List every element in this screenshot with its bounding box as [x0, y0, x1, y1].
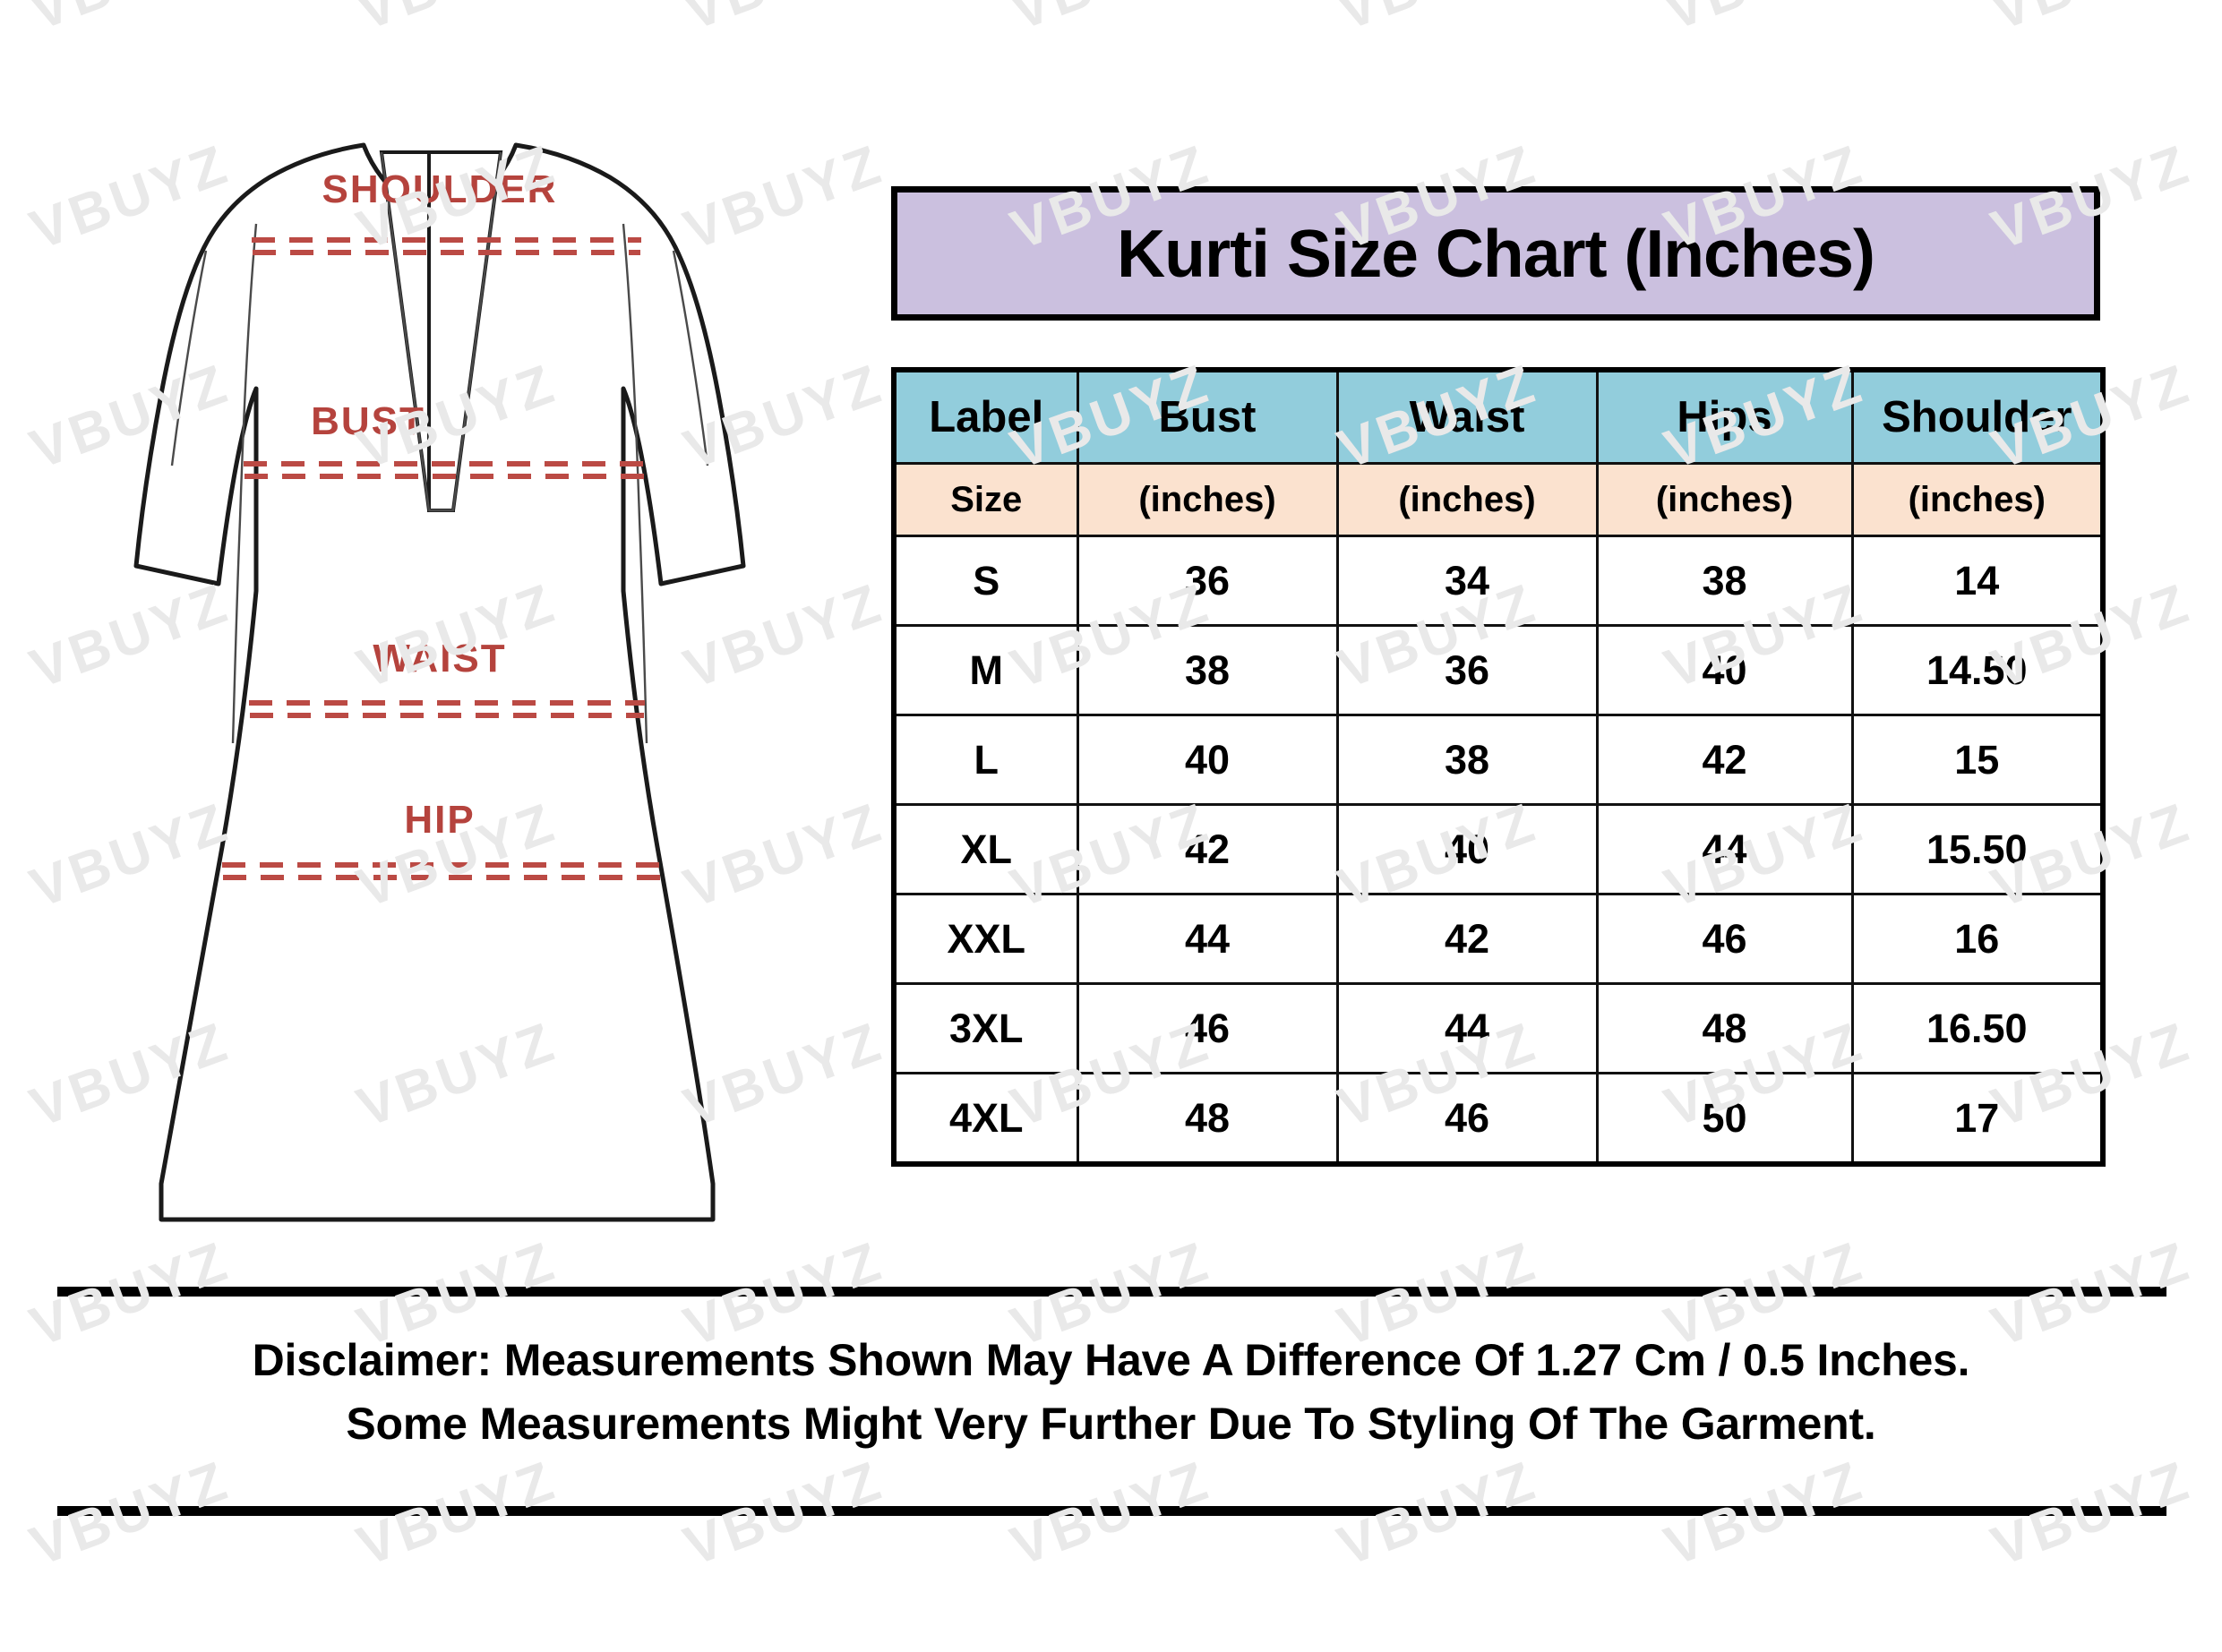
label-hip-text: HIP — [404, 798, 475, 842]
cell-waist: 40 — [1335, 803, 1599, 895]
table-body: S 36 34 38 14 M 38 36 40 14.50 L 40 38 42 15 XL 42 40 44 15… — [892, 535, 2105, 1166]
table-row: 4XL 48 46 50 17 — [892, 1072, 2105, 1166]
disclaimer: Disclaimer: Measurements Shown May Have … — [0, 1329, 2222, 1456]
cell-shoulder: 16 — [1850, 893, 2105, 985]
size-table-container: Label Bust Waist Hips Shoulder Size (inc… — [891, 367, 2106, 1167]
cell-bust: 38 — [1076, 624, 1339, 716]
col-unit-shoulder: (inches) — [1850, 462, 2105, 537]
cell-hips: 46 — [1595, 893, 1854, 985]
col-header-waist: Waist — [1335, 368, 1599, 465]
chart-panel: Kurti Size Chart (Inches) Label Bust Wai… — [891, 186, 2106, 1167]
cell-shoulder: 14.50 — [1850, 624, 2105, 716]
cell-bust: 40 — [1076, 714, 1339, 806]
table-header: Label Bust Waist Hips Shoulder Size (inc… — [892, 368, 2105, 537]
cell-size-label: M — [892, 624, 1079, 716]
cell-shoulder: 16.50 — [1850, 982, 2105, 1074]
disclaimer-line-1: Disclaimer: Measurements Shown May Have … — [252, 1335, 1970, 1385]
cell-bust: 46 — [1076, 982, 1339, 1074]
table-header-row-units: Size (inches) (inches) (inches) (inches) — [892, 462, 2105, 537]
cell-waist: 44 — [1335, 982, 1599, 1074]
cell-size-label: 4XL — [892, 1072, 1079, 1166]
table-row: L 40 38 42 15 — [892, 714, 2105, 806]
col-unit-label: Size — [892, 462, 1079, 537]
cell-hips: 48 — [1595, 982, 1854, 1074]
cell-shoulder: 15 — [1850, 714, 2105, 806]
col-header-label: Label — [892, 368, 1079, 465]
cell-hips: 40 — [1595, 624, 1854, 716]
col-unit-hips: (inches) — [1595, 462, 1854, 537]
cell-shoulder: 15.50 — [1850, 803, 2105, 895]
watermark-text: VBUYZ — [22, 0, 238, 43]
kurti-illustration: SHOULDER BUST WAIST HIP — [86, 125, 838, 1263]
cell-size-label: L — [892, 714, 1079, 806]
cell-hips: 44 — [1595, 803, 1854, 895]
table-header-row-main: Label Bust Waist Hips Shoulder — [892, 368, 2105, 465]
cell-hips: 38 — [1595, 535, 1854, 627]
cell-waist: 42 — [1335, 893, 1599, 985]
cell-waist: 38 — [1335, 714, 1599, 806]
cell-size-label: XL — [892, 803, 1079, 895]
label-waist-text: WAIST — [373, 637, 506, 680]
divider-top — [57, 1287, 2166, 1297]
page-title: Kurti Size Chart (Inches) — [1117, 215, 1875, 291]
chart-title-banner: Kurti Size Chart (Inches) — [891, 186, 2100, 321]
cell-waist: 34 — [1335, 535, 1599, 627]
watermark-text: VBUYZ — [1984, 0, 2200, 43]
watermark-text: VBUYZ — [1003, 0, 1219, 43]
col-header-hips: Hips — [1595, 368, 1854, 465]
cell-shoulder: 17 — [1850, 1072, 2105, 1166]
table-row: 3XL 46 44 48 16.50 — [892, 982, 2105, 1074]
label-bust-text: BUST — [311, 399, 425, 443]
table-row: XL 42 40 44 15.50 — [892, 803, 2105, 895]
col-header-bust: Bust — [1076, 368, 1339, 465]
cell-hips: 42 — [1595, 714, 1854, 806]
watermark-text: VBUYZ — [1657, 0, 1873, 43]
col-unit-waist: (inches) — [1335, 462, 1599, 537]
cell-bust: 36 — [1076, 535, 1339, 627]
watermark-text: VBUYZ — [349, 0, 565, 43]
cell-bust: 44 — [1076, 893, 1339, 985]
table-row: M 38 36 40 14.50 — [892, 624, 2105, 716]
col-unit-bust: (inches) — [1076, 462, 1339, 537]
disclaimer-line-2: Some Measurements Might Very Further Due… — [346, 1399, 1876, 1449]
col-header-shoulder: Shoulder — [1850, 368, 2105, 465]
cell-size-label: S — [892, 535, 1079, 627]
cell-waist: 36 — [1335, 624, 1599, 716]
table-row: S 36 34 38 14 — [892, 535, 2105, 627]
cell-size-label: 3XL — [892, 982, 1079, 1074]
label-shoulder-text: SHOULDER — [322, 167, 558, 211]
cell-bust: 42 — [1076, 803, 1339, 895]
cell-hips: 50 — [1595, 1072, 1854, 1166]
watermark-text: VBUYZ — [1330, 0, 1546, 43]
divider-bottom — [57, 1506, 2166, 1516]
cell-bust: 48 — [1076, 1072, 1339, 1166]
table-row: XXL 44 42 46 16 — [892, 893, 2105, 985]
cell-waist: 46 — [1335, 1072, 1599, 1166]
cell-shoulder: 14 — [1850, 535, 2105, 627]
cell-size-label: XXL — [892, 893, 1079, 985]
size-chart-table: Label Bust Waist Hips Shoulder Size (inc… — [891, 367, 2106, 1167]
watermark-text: VBUYZ — [676, 0, 892, 43]
